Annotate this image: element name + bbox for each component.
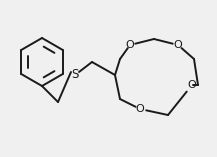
Text: O: O [174,40,182,50]
Text: O: O [126,40,134,50]
Text: O: O [188,80,196,90]
Text: S: S [71,68,79,81]
Text: O: O [136,104,144,114]
